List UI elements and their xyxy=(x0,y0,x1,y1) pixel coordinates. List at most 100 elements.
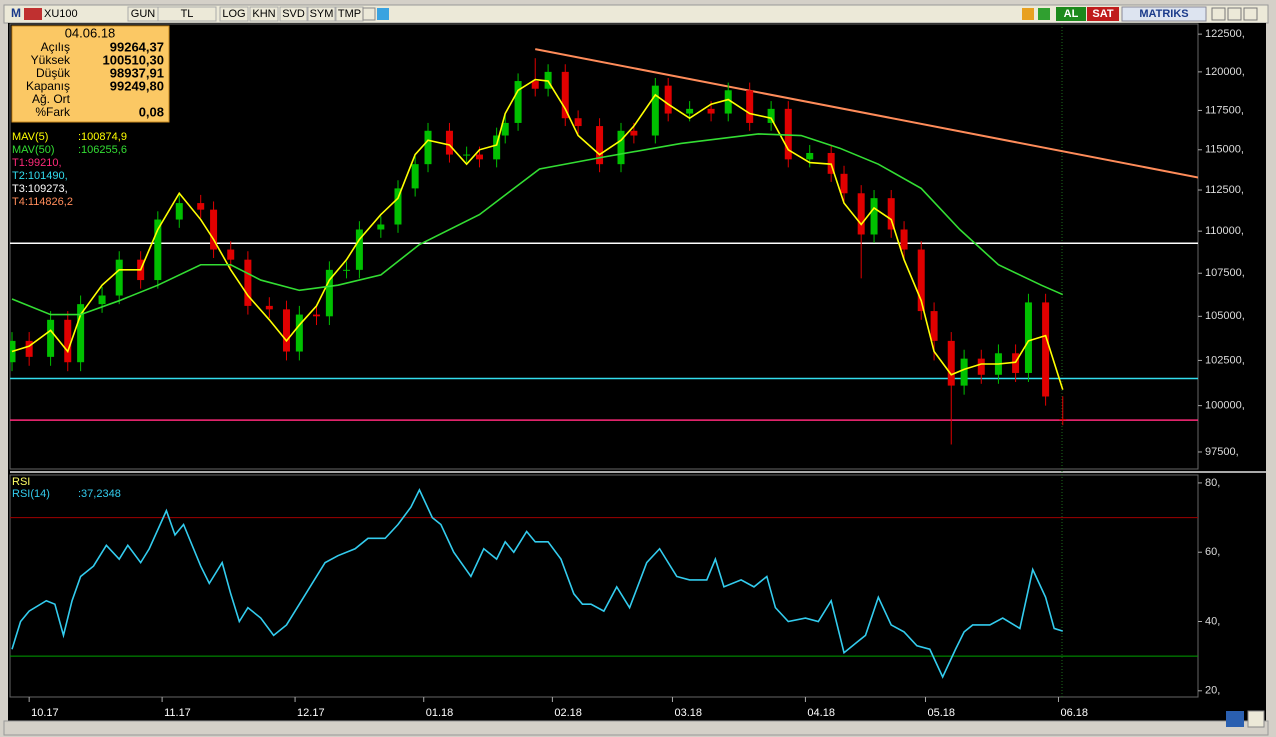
candle-body xyxy=(617,130,625,165)
x-tick-label: 10.17 xyxy=(31,707,59,719)
toolbar-button-label[interactable]: KHN xyxy=(252,8,275,20)
candle-body xyxy=(746,90,754,123)
info-box xyxy=(11,25,170,123)
tool-icon[interactable] xyxy=(1022,8,1034,20)
action-label[interactable]: AL xyxy=(1064,8,1079,20)
candle-body xyxy=(325,269,333,317)
candle-body xyxy=(394,188,402,225)
candle-body xyxy=(64,319,72,363)
menu-button[interactable] xyxy=(1247,710,1265,728)
legend-name: MAV(5) xyxy=(12,131,48,143)
candle-body xyxy=(664,85,672,114)
candle-body xyxy=(561,71,569,119)
candle-body xyxy=(445,130,453,155)
legend-value: :37,2348 xyxy=(78,488,121,500)
candle-body xyxy=(1042,302,1050,397)
candle-body xyxy=(475,154,483,160)
action-button[interactable] xyxy=(1087,7,1119,21)
x-tick-label: 04.18 xyxy=(807,707,835,719)
symbol: XU100 xyxy=(44,8,78,20)
y-tick-label: 102500, xyxy=(1205,354,1245,366)
trend-line xyxy=(535,48,1198,179)
y-tick-label: 120000, xyxy=(1205,66,1245,78)
candle-body xyxy=(210,209,218,250)
candle-body xyxy=(197,203,205,210)
candle-body xyxy=(806,152,814,160)
candle-body xyxy=(463,154,471,156)
legend-trend: T4:114826,2 xyxy=(12,196,73,208)
status-bar xyxy=(3,720,1269,736)
y-tick-label: 97500, xyxy=(1205,446,1239,458)
toolbar-button-label[interactable]: GUN xyxy=(131,8,156,20)
texts: M XU100 GUN TL LOG KHN SVD SYM TMP AL SAT MATRIKS 04… xyxy=(11,6,1258,719)
legend-level: T1:99210, xyxy=(12,157,62,169)
y-tick-label: 20, xyxy=(1205,685,1220,697)
legend-name: MAV(50) xyxy=(12,144,55,156)
action-button[interactable] xyxy=(1056,7,1086,21)
symbol-icon[interactable] xyxy=(24,8,42,20)
tool-icon[interactable] xyxy=(1038,8,1050,20)
y-tick-label: 80, xyxy=(1205,477,1220,489)
info-label: Açılış xyxy=(41,40,70,54)
candle-body xyxy=(77,304,85,363)
candle-body xyxy=(295,314,303,352)
toolbar-button[interactable] xyxy=(157,6,217,22)
brand-box xyxy=(1121,6,1207,22)
candle-body xyxy=(784,108,792,160)
candle-body xyxy=(857,193,865,235)
legend-name: RSI(14) xyxy=(12,488,50,500)
y-tick-label: 112500, xyxy=(1205,184,1244,196)
candle-body xyxy=(265,305,273,310)
toolbar-button[interactable] xyxy=(219,6,249,22)
legend-level: T2:101490, xyxy=(12,170,68,182)
toolbar-button-label[interactable]: TMP xyxy=(338,8,361,20)
candle-body xyxy=(900,229,908,250)
rsi-line xyxy=(11,488,1063,679)
window-button[interactable] xyxy=(1211,7,1226,21)
toolbar-button[interactable] xyxy=(249,6,279,22)
moving-average xyxy=(11,133,1064,316)
window-button[interactable] xyxy=(1227,7,1242,21)
toolbar-button-label[interactable]: LOG xyxy=(222,8,245,20)
candle-body xyxy=(724,90,732,114)
twitter-icon[interactable] xyxy=(377,8,389,20)
toolbar-button[interactable] xyxy=(307,6,336,22)
toolbar-button-label[interactable]: TL xyxy=(181,8,194,20)
y-tick-label: 122500, xyxy=(1205,28,1245,40)
candle-body xyxy=(930,311,938,341)
toolbar-button-label[interactable]: SYM xyxy=(310,8,334,20)
candle-body xyxy=(977,358,985,375)
dropdown[interactable] xyxy=(362,7,376,21)
x-tick-label: 02.18 xyxy=(554,707,582,719)
y-tick-label: 40, xyxy=(1205,615,1220,627)
candle-body xyxy=(1059,419,1067,421)
action-label[interactable]: SAT xyxy=(1092,8,1113,20)
info-label: Düşük xyxy=(36,66,71,80)
toolbar-button[interactable] xyxy=(279,6,308,22)
candle-body xyxy=(313,314,321,317)
x-tick-label: 03.18 xyxy=(674,707,702,719)
moving-average xyxy=(11,78,1064,390)
info-date: 04.06.18 xyxy=(65,25,116,40)
candle-body xyxy=(343,269,351,271)
toolbar-button-label[interactable]: SVD xyxy=(282,8,305,20)
candle-body xyxy=(514,81,522,123)
candle-body xyxy=(960,358,968,386)
info-value: 99249,80 xyxy=(110,78,164,93)
candle-body xyxy=(947,340,955,386)
info-label: Ağ. Ort xyxy=(32,92,71,106)
window-button[interactable] xyxy=(1243,7,1258,21)
info-label: Kapanış xyxy=(26,79,70,93)
candle-body xyxy=(493,135,501,160)
info-label: Yüksek xyxy=(31,53,71,67)
candle-body xyxy=(840,173,848,194)
candle-body xyxy=(1024,302,1032,373)
refresh-button[interactable] xyxy=(1226,711,1244,727)
candle-body xyxy=(767,108,775,123)
candle-body xyxy=(574,118,582,127)
legend-value: :100874,9 xyxy=(78,131,127,143)
candle-body xyxy=(175,203,183,220)
candle-body xyxy=(501,122,509,136)
